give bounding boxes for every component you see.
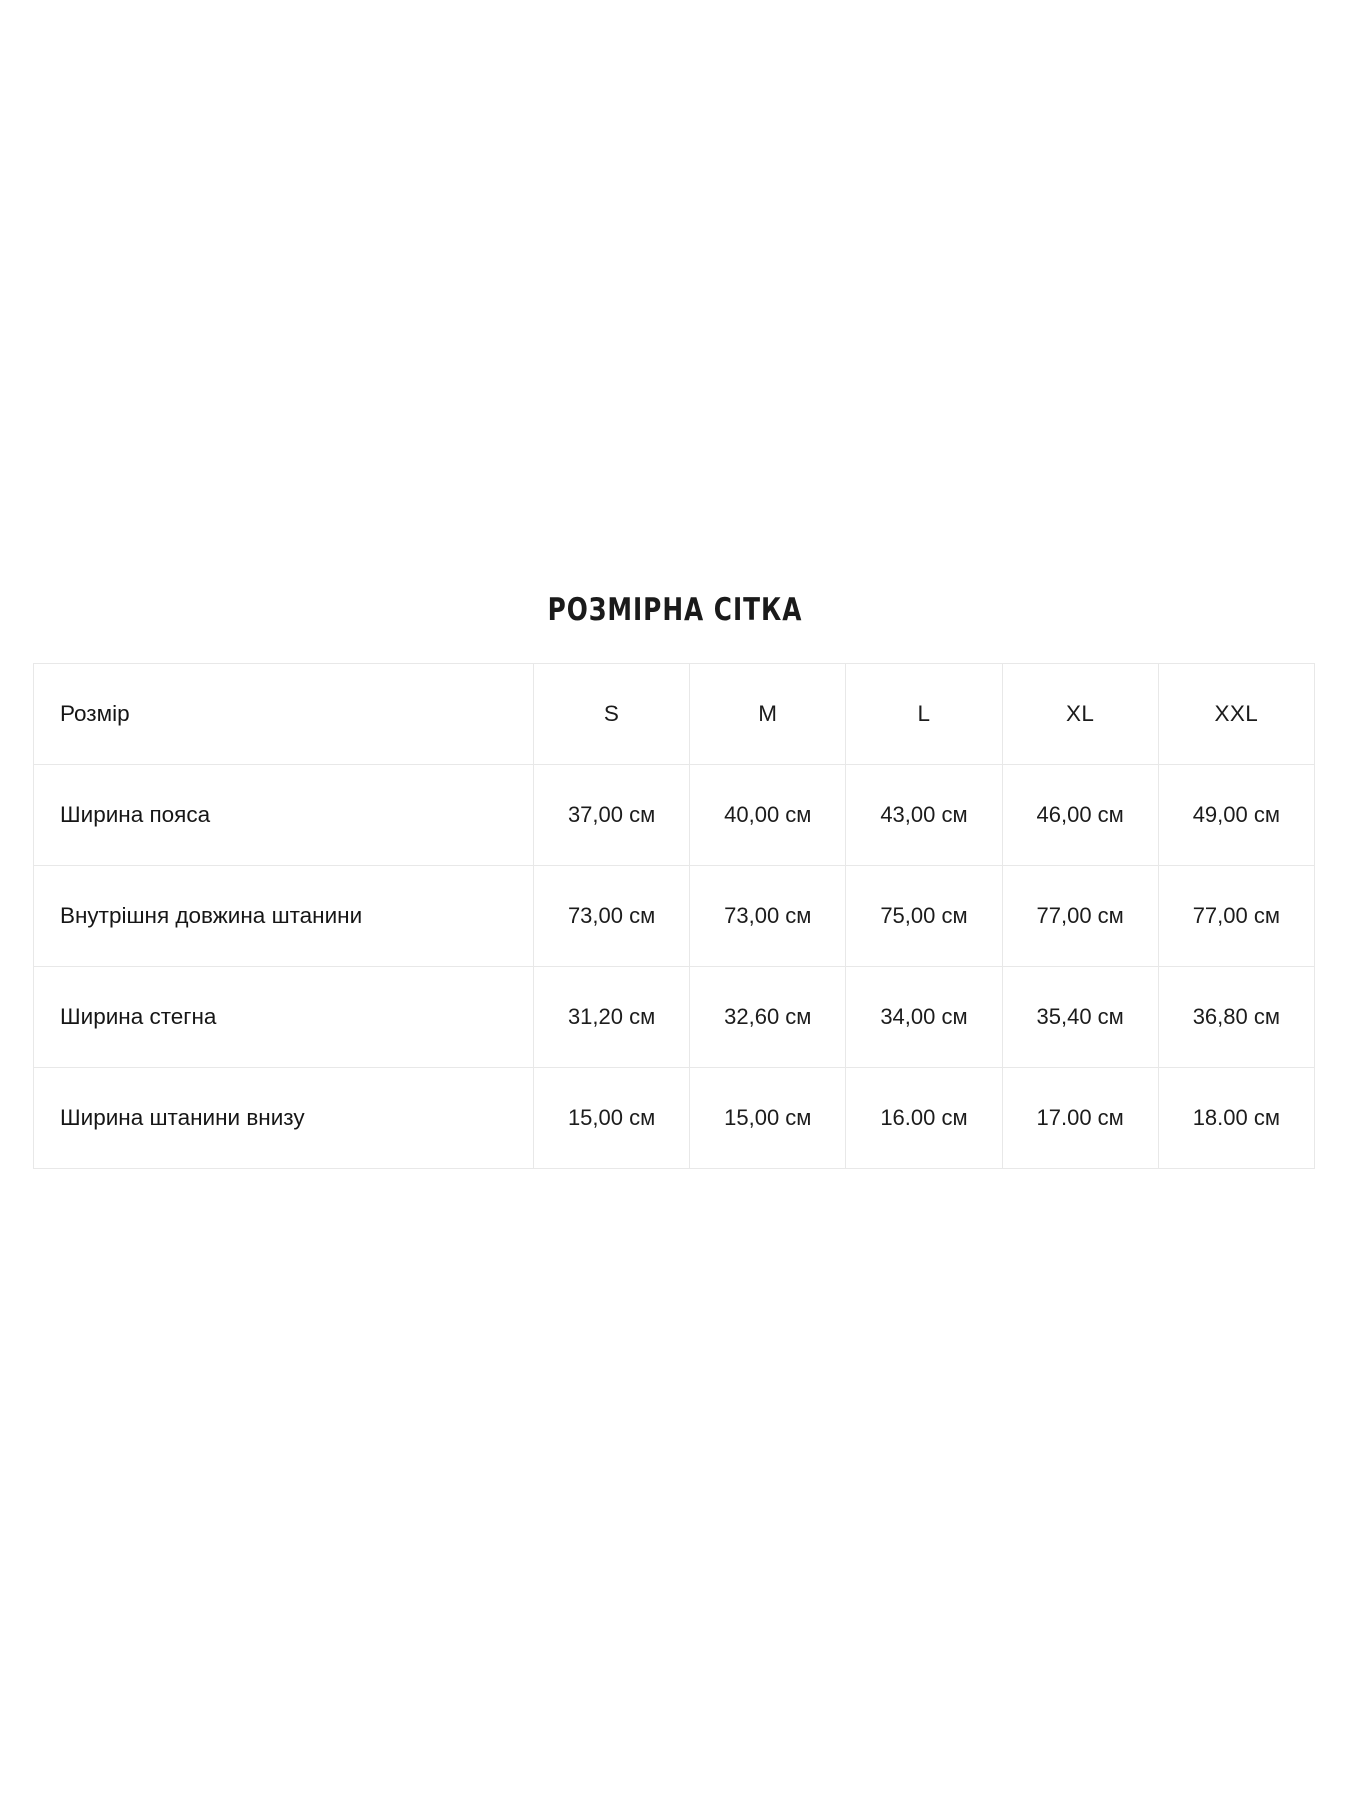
cell-inseam-length-s: 73,00 см <box>532 865 691 967</box>
cell-leg-opening-width-l: 16.00 см <box>845 1067 1003 1169</box>
cell-hip-width-xxl: 36,80 см <box>1157 966 1315 1068</box>
column-header-size-label: Розмір <box>33 663 534 765</box>
table-header-row: Розмір S M L XL XXL <box>33 663 1315 765</box>
table-row: Ширина штанини внизу 15,00 см 15,00 см 1… <box>33 1067 1315 1169</box>
cell-leg-opening-width-s: 15,00 см <box>532 1067 691 1169</box>
cell-waist-width-xl: 46,00 см <box>1001 764 1159 866</box>
column-header-xl: XL <box>1001 663 1159 765</box>
row-label-hip-width: Ширина стегна <box>33 966 534 1068</box>
table-row: Внутрішня довжина штанини 73,00 см 73,00… <box>33 865 1315 967</box>
row-label-inseam-length: Внутрішня довжина штанини <box>33 865 534 967</box>
column-header-xxl: XXL <box>1157 663 1315 765</box>
cell-hip-width-l: 34,00 см <box>845 966 1003 1068</box>
cell-leg-opening-width-xxl: 18.00 см <box>1157 1067 1315 1169</box>
cell-hip-width-s: 31,20 см <box>532 966 691 1068</box>
row-label-leg-opening-width: Ширина штанини внизу <box>33 1067 534 1169</box>
cell-waist-width-m: 40,00 см <box>689 764 847 866</box>
row-label-waist-width: Ширина пояса <box>33 764 534 866</box>
table-row: Ширина пояса 37,00 см 40,00 см 43,00 см … <box>33 764 1315 866</box>
cell-hip-width-xl: 35,40 см <box>1001 966 1159 1068</box>
cell-waist-width-s: 37,00 см <box>532 764 691 866</box>
cell-leg-opening-width-xl: 17.00 см <box>1001 1067 1159 1169</box>
cell-waist-width-xxl: 49,00 см <box>1157 764 1315 866</box>
table-row: Ширина стегна 31,20 см 32,60 см 34,00 см… <box>33 966 1315 1068</box>
cell-inseam-length-xxl: 77,00 см <box>1157 865 1315 967</box>
cell-inseam-length-xl: 77,00 см <box>1001 865 1159 967</box>
column-header-m: M <box>689 663 847 765</box>
table-header: Розмір S M L XL XXL <box>33 663 1315 765</box>
column-header-l: L <box>845 663 1003 765</box>
cell-waist-width-l: 43,00 см <box>845 764 1003 866</box>
table-body: Ширина пояса 37,00 см 40,00 см 43,00 см … <box>33 764 1315 1169</box>
cell-leg-opening-width-m: 15,00 см <box>689 1067 847 1169</box>
size-chart-table: Розмір S M L XL XXL Ширина пояса 37,00 с… <box>33 663 1315 1169</box>
cell-hip-width-m: 32,60 см <box>689 966 847 1068</box>
column-header-s: S <box>532 663 691 765</box>
cell-inseam-length-m: 73,00 см <box>689 865 847 967</box>
page-title: РОЗМІРНА СІТКА <box>547 592 803 628</box>
cell-inseam-length-l: 75,00 см <box>845 865 1003 967</box>
